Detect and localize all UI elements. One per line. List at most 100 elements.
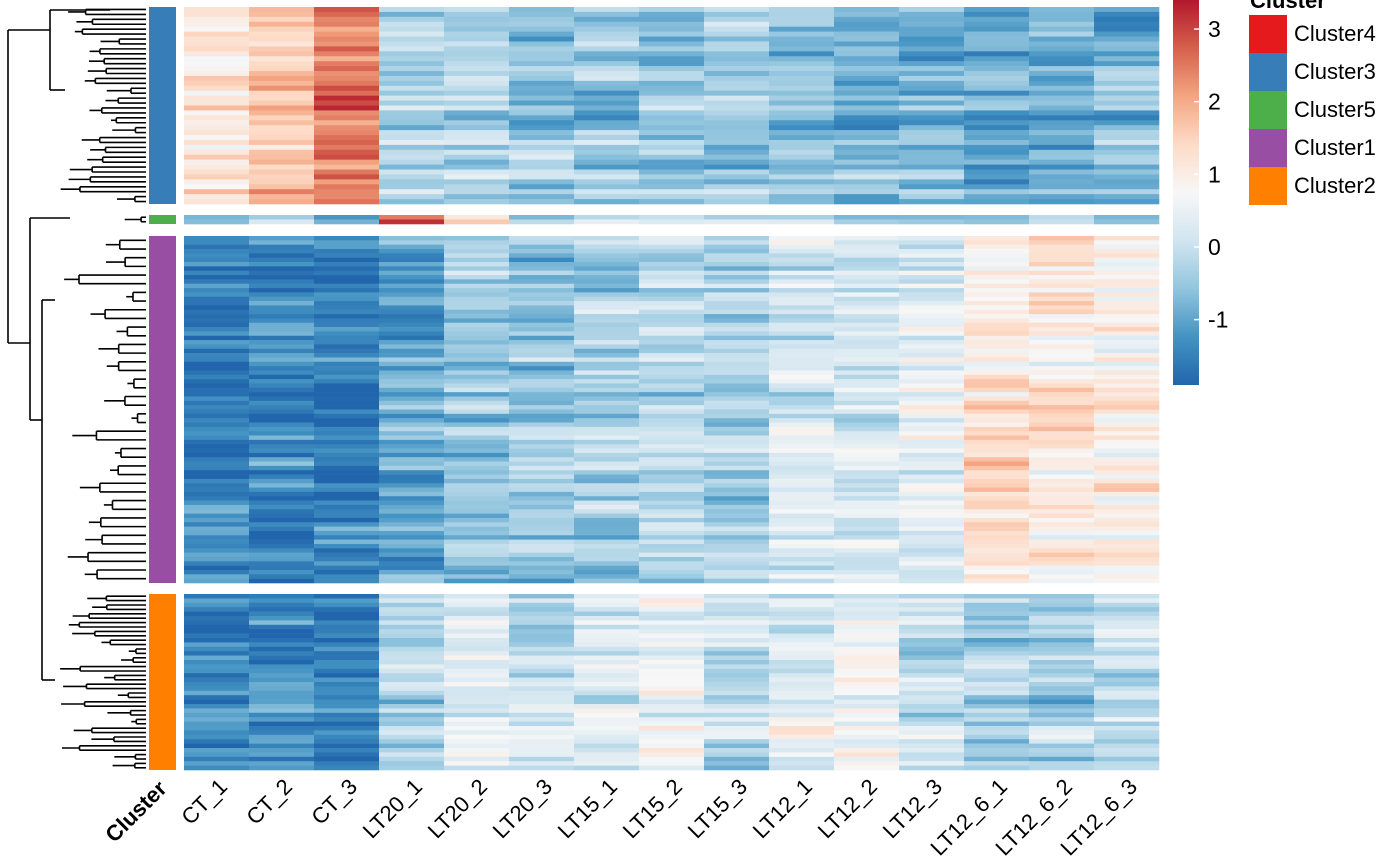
heatmap-cell <box>1029 331 1095 337</box>
heatmap-cell <box>639 695 705 700</box>
heatmap-cell <box>509 270 575 276</box>
heatmap-cell <box>899 61 965 67</box>
heatmap-cell <box>704 522 770 527</box>
heatmap-cell <box>444 620 510 626</box>
heatmap-cell <box>379 31 445 37</box>
heatmap-cell <box>639 721 705 727</box>
heatmap-cell <box>704 513 770 519</box>
heatmap-cell <box>639 51 705 57</box>
heatmap-cell <box>964 638 1030 643</box>
heatmap-cell <box>899 569 965 575</box>
heatmap-cell <box>1094 244 1160 250</box>
heatmap-cell <box>314 41 380 47</box>
heatmap-cell <box>704 179 770 185</box>
heatmap-cell <box>379 734 445 740</box>
heatmap-cell <box>509 552 575 558</box>
heatmap-cell <box>1094 712 1160 718</box>
heatmap-cell <box>704 314 770 319</box>
heatmap-cell <box>639 461 705 467</box>
heatmap-cell <box>574 461 640 467</box>
heatmap-cell <box>1029 470 1095 475</box>
heatmap-cell <box>379 392 445 397</box>
heatmap-cell <box>769 75 835 82</box>
heatmap-cell <box>704 154 770 160</box>
heatmap-cell <box>379 708 445 714</box>
heatmap-cell <box>184 51 250 57</box>
heatmap-cell <box>574 704 640 709</box>
heatmap-cell <box>964 374 1030 380</box>
heatmap-cell <box>574 283 640 289</box>
heatmap-cell <box>769 169 835 175</box>
heatmap-cell <box>834 135 900 141</box>
heatmap-cell <box>249 144 315 151</box>
heatmap-cell <box>444 71 510 77</box>
heatmap-cell <box>834 215 900 220</box>
heatmap-cell <box>314 249 380 254</box>
heatmap-cell <box>1029 405 1095 410</box>
heatmap-cell <box>509 110 575 116</box>
heatmap-cell <box>509 629 575 634</box>
heatmap-cell <box>184 602 250 608</box>
heatmap-cell <box>574 135 640 141</box>
heatmap-cell <box>509 686 575 692</box>
heatmap-cell <box>509 309 575 315</box>
heatmap-cell <box>639 448 705 454</box>
heatmap-cell <box>379 26 445 32</box>
heatmap-cell <box>639 322 705 328</box>
heatmap-cell <box>639 730 705 736</box>
heatmap-cell <box>444 721 510 727</box>
heatmap-cell <box>249 357 315 363</box>
heatmap-cell <box>1094 491 1160 497</box>
legend-entry-label: Cluster1 <box>1294 135 1376 160</box>
heatmap-cell <box>314 322 380 328</box>
heatmap-cell <box>379 539 445 545</box>
heatmap-cell <box>1094 135 1160 141</box>
heatmap-cell <box>379 154 445 160</box>
heatmap-cell <box>1094 189 1160 195</box>
heatmap-cell <box>834 36 900 42</box>
heatmap-cell <box>769 556 835 562</box>
heatmap-cell <box>574 734 640 740</box>
heatmap-cell <box>314 655 380 661</box>
heatmap-cell <box>639 478 705 484</box>
heatmap-cell <box>379 513 445 519</box>
heatmap-cell <box>639 46 705 52</box>
heatmap-cell <box>379 695 445 700</box>
heatmap-cell <box>314 602 380 608</box>
heatmap-cell <box>834 616 900 621</box>
heatmap-cell <box>639 340 705 345</box>
heatmap-cell <box>184 452 250 458</box>
heatmap-cell <box>444 154 510 160</box>
heatmap-cell <box>249 257 315 263</box>
heatmap-cell <box>379 344 445 350</box>
heatmap-cell <box>704 51 770 57</box>
heatmap-cell <box>574 387 640 393</box>
heatmap-cell <box>639 184 705 190</box>
heatmap-cell <box>834 517 900 523</box>
heatmap-cell <box>444 765 510 771</box>
heatmap-cell <box>314 465 380 471</box>
heatmap-cell <box>1094 120 1160 126</box>
heatmap-cell <box>1094 660 1160 665</box>
heatmap-cell <box>1094 51 1160 57</box>
heatmap-cell <box>249 219 315 225</box>
heatmap-cell <box>834 704 900 709</box>
heatmap-cell <box>509 439 575 445</box>
heatmap-cell <box>379 174 445 180</box>
heatmap-cell <box>184 765 250 771</box>
heatmap-cell <box>964 361 1030 367</box>
heatmap-cell <box>704 275 770 280</box>
column-label: LT15_2 <box>618 774 687 843</box>
heatmap-cell <box>769 41 835 47</box>
heatmap-cell <box>1094 240 1160 245</box>
heatmap-cell <box>314 690 380 696</box>
heatmap-cell <box>379 199 445 205</box>
heatmap-cell <box>184 422 250 428</box>
heatmap-cell <box>834 262 900 267</box>
heatmap-cell <box>379 95 445 101</box>
heatmap-cell <box>769 690 835 696</box>
heatmap-cell <box>574 470 640 475</box>
heatmap-cell <box>769 616 835 621</box>
heatmap-cell <box>314 448 380 454</box>
heatmap-cell <box>249 169 315 175</box>
